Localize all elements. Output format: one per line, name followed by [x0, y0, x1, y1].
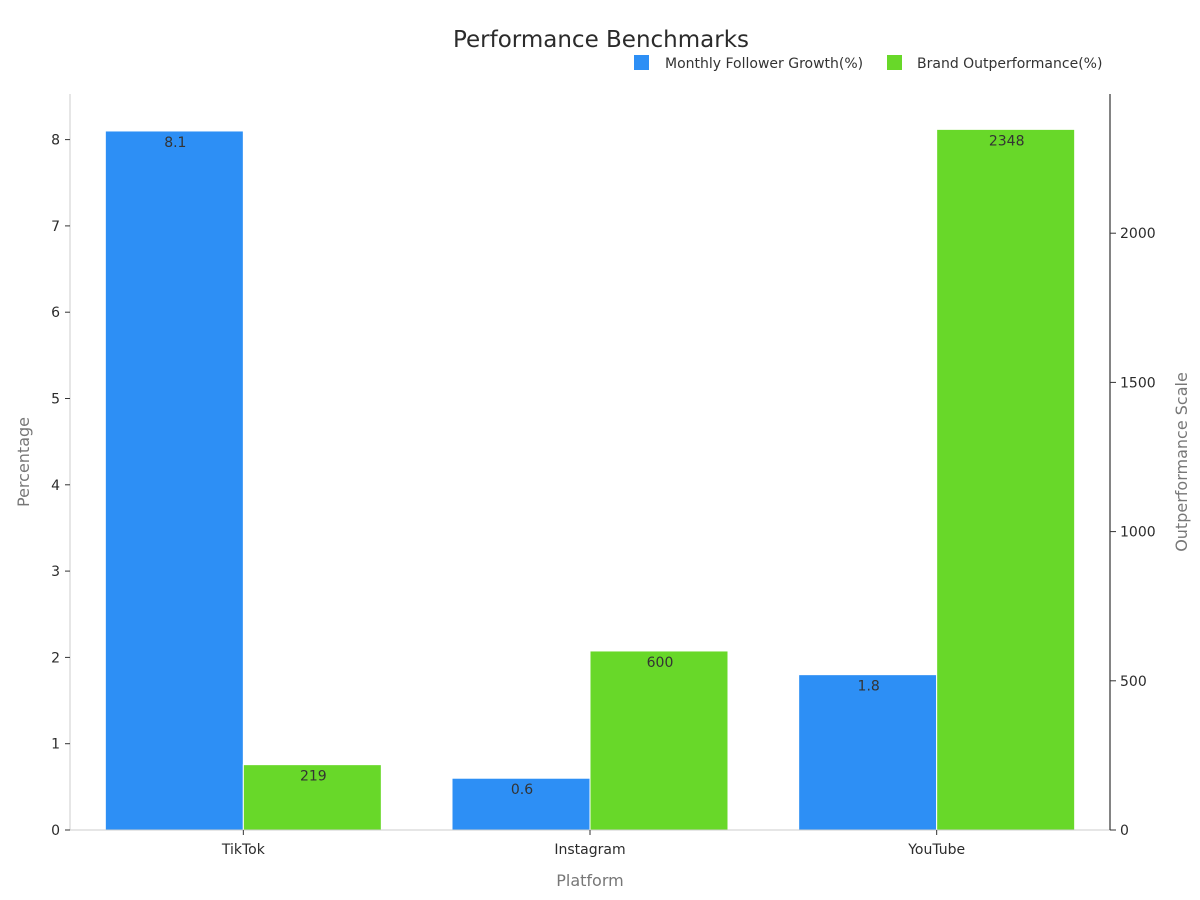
y-axis-label: Percentage [14, 417, 33, 507]
legend-label-0: Monthly Follower Growth(%) [665, 56, 863, 72]
chart-title: Performance Benchmarks [453, 27, 749, 53]
bar-label-follower-growth-instagram: 0.6 [511, 782, 533, 798]
legend-swatch-1 [887, 55, 902, 70]
y-tick-label-5: 5 [51, 392, 60, 408]
legend-label-1: Brand Outperformance(%) [917, 56, 1102, 72]
y2-tick-label-1500: 1500 [1120, 375, 1156, 391]
bar-label-brand-outperformance-youtube: 2348 [989, 133, 1025, 149]
bar-labels: 8.1 219 0.6 600 1.8 2348 [164, 133, 1024, 798]
bars [104, 128, 1076, 831]
y2-axis-ticks: 0 500 1000 1500 2000 [1110, 226, 1156, 839]
y2-tick-label-1000: 1000 [1120, 525, 1156, 541]
x-axis-label: Platform [556, 871, 623, 890]
y-tick-label-6: 6 [51, 305, 60, 321]
bar-follower-growth-youtube [798, 674, 938, 831]
bar-brand-outperformance-youtube [936, 128, 1076, 831]
bar-label-follower-growth-youtube: 1.8 [858, 679, 880, 695]
y-tick-label-8: 8 [51, 133, 60, 149]
bar-follower-growth-tiktok [104, 130, 244, 831]
y-tick-label-1: 1 [51, 737, 60, 753]
x-tick-label-youtube: YouTube [907, 842, 965, 858]
y2-tick-label-500: 500 [1120, 674, 1147, 690]
legend-swatch-0 [634, 55, 649, 70]
bar-label-follower-growth-tiktok: 8.1 [164, 135, 186, 151]
bar-brand-outperformance-instagram [589, 650, 729, 831]
y2-axis-label: Outperformance Scale [1172, 372, 1191, 552]
bar-brand-outperformance-tiktok [242, 764, 382, 831]
y2-tick-label-2000: 2000 [1120, 226, 1156, 242]
y-axis-ticks: 0 1 2 3 4 5 6 7 8 [51, 133, 70, 839]
x-axis-ticks: TikTok Instagram YouTube [221, 830, 965, 858]
legend: Monthly Follower Growth(%) Brand Outperfo… [634, 55, 1102, 72]
y-tick-label-0: 0 [51, 823, 60, 839]
x-tick-label-instagram: Instagram [554, 842, 625, 858]
x-tick-label-tiktok: TikTok [221, 842, 266, 858]
bar-follower-growth-instagram [451, 777, 591, 831]
y-tick-label-4: 4 [51, 478, 60, 494]
y2-tick-label-0: 0 [1120, 823, 1129, 839]
y-tick-label-2: 2 [51, 650, 60, 666]
y-tick-label-7: 7 [51, 219, 60, 235]
bar-label-brand-outperformance-tiktok: 219 [300, 769, 327, 785]
bar-label-brand-outperformance-instagram: 600 [647, 655, 674, 671]
y-tick-label-3: 3 [51, 564, 60, 580]
